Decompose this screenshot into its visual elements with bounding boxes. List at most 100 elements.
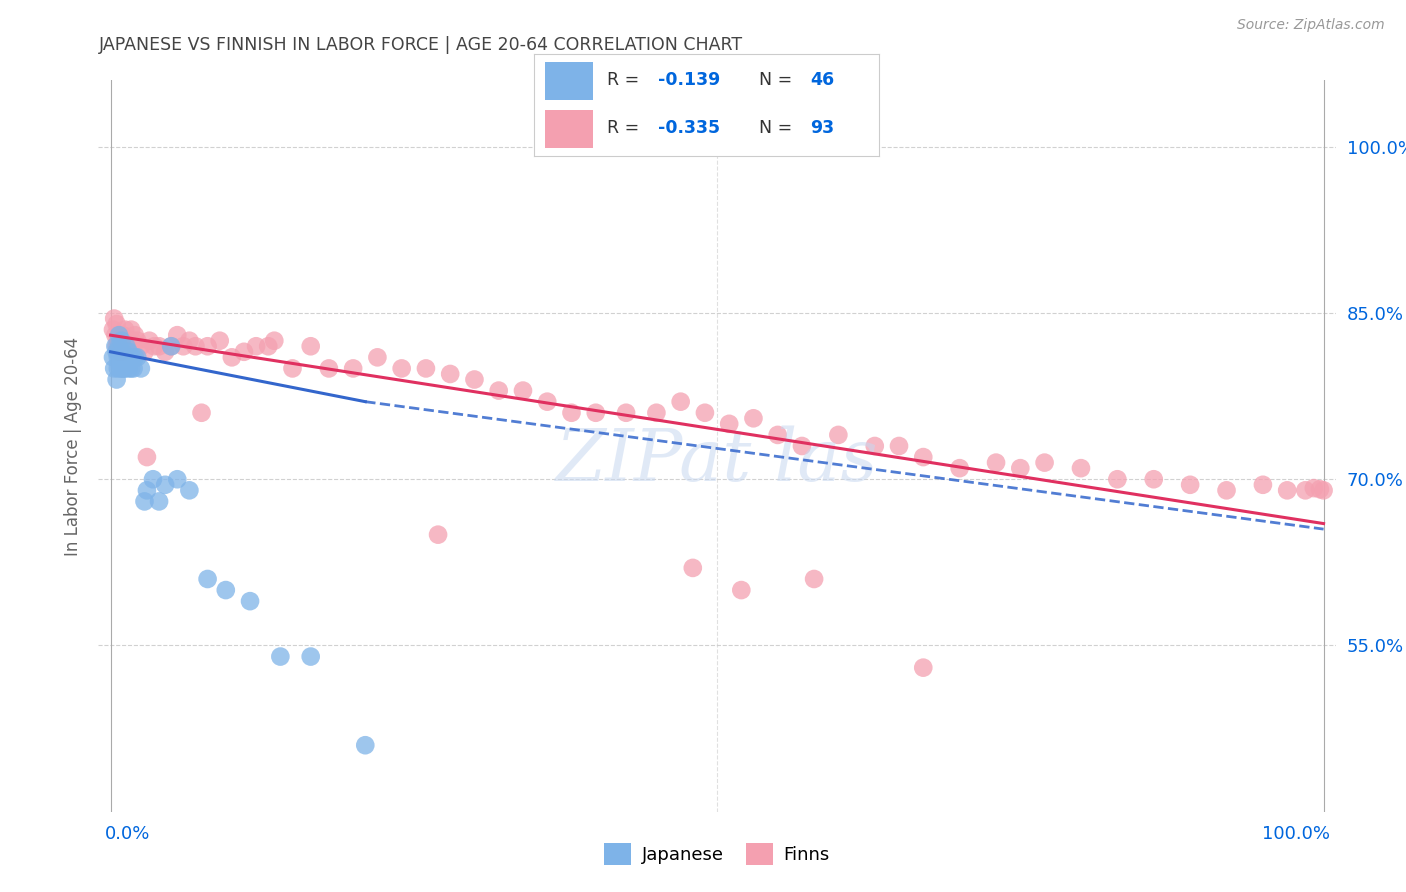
Point: [742, 411, 765, 425]
Point: [166, 328, 188, 343]
Point: [111, 339, 134, 353]
Point: [1302, 481, 1324, 495]
Point: [120, 323, 142, 337]
Text: ZIPat las: ZIPat las: [555, 425, 879, 496]
Point: [1294, 483, 1316, 498]
Point: [118, 361, 141, 376]
Point: [1143, 472, 1166, 486]
Text: 93: 93: [810, 120, 834, 137]
Point: [718, 417, 741, 431]
Point: [179, 334, 201, 348]
Point: [391, 361, 413, 376]
Point: [263, 334, 285, 348]
Point: [693, 406, 716, 420]
Point: [560, 406, 582, 420]
Point: [366, 351, 388, 365]
Point: [110, 351, 132, 365]
Point: [138, 334, 160, 348]
Point: [103, 361, 125, 376]
Point: [585, 406, 607, 420]
Point: [101, 323, 124, 337]
Point: [103, 311, 125, 326]
Point: [1215, 483, 1237, 498]
Point: [107, 351, 129, 365]
FancyBboxPatch shape: [544, 62, 593, 100]
Point: [112, 344, 135, 359]
Point: [121, 334, 143, 348]
Point: [912, 450, 935, 464]
Point: [669, 394, 692, 409]
Point: [118, 334, 141, 348]
Point: [143, 339, 166, 353]
Point: [354, 738, 377, 752]
Point: [148, 494, 170, 508]
Point: [463, 372, 485, 386]
Point: [299, 339, 322, 353]
Point: [197, 339, 219, 353]
Point: [827, 428, 849, 442]
Point: [215, 583, 238, 598]
Point: [536, 394, 558, 409]
Point: [415, 361, 437, 376]
Point: [114, 334, 136, 348]
Text: JAPANESE VS FINNISH IN LABOR FORCE | AGE 20-64 CORRELATION CHART: JAPANESE VS FINNISH IN LABOR FORCE | AGE…: [98, 36, 742, 54]
Point: [172, 339, 194, 353]
Point: [108, 339, 131, 353]
Point: [124, 328, 146, 343]
Point: [1010, 461, 1032, 475]
Point: [239, 594, 262, 608]
Point: [105, 339, 128, 353]
Point: [107, 361, 129, 376]
Point: [208, 334, 231, 348]
Point: [984, 456, 1007, 470]
Point: [110, 328, 132, 343]
Point: [766, 428, 789, 442]
Point: [110, 334, 132, 348]
Point: [160, 339, 183, 353]
Point: [318, 361, 340, 376]
Point: [111, 344, 134, 359]
Point: [121, 351, 143, 365]
Point: [803, 572, 825, 586]
Legend: Japanese, Finns: Japanese, Finns: [598, 836, 837, 872]
Point: [105, 344, 128, 359]
Point: [790, 439, 813, 453]
Point: [682, 561, 704, 575]
Point: [153, 477, 176, 491]
Point: [299, 649, 322, 664]
Point: [110, 351, 132, 365]
Point: [488, 384, 510, 398]
Point: [108, 339, 131, 353]
Text: N =: N =: [748, 120, 797, 137]
Point: [257, 339, 280, 353]
Point: [142, 472, 165, 486]
Point: [112, 334, 135, 348]
Point: [1309, 482, 1331, 496]
Point: [110, 339, 132, 353]
Point: [887, 439, 910, 453]
Point: [949, 461, 972, 475]
Point: [730, 583, 752, 598]
Point: [184, 339, 207, 353]
Point: [269, 649, 291, 664]
Point: [115, 339, 138, 353]
Point: [136, 483, 159, 498]
Point: [153, 344, 176, 359]
Point: [108, 328, 131, 343]
Point: [221, 351, 243, 365]
Point: [108, 328, 131, 343]
Point: [1178, 477, 1201, 491]
Point: [111, 328, 134, 343]
Point: [120, 361, 142, 376]
Text: 100.0%: 100.0%: [1261, 825, 1330, 843]
Text: 46: 46: [810, 71, 834, 89]
Point: [179, 483, 201, 498]
Point: [105, 317, 128, 331]
Point: [281, 361, 304, 376]
Point: [190, 406, 212, 420]
Point: [614, 406, 637, 420]
Point: [1251, 477, 1274, 491]
Point: [114, 351, 136, 365]
Point: [148, 339, 170, 353]
Point: [134, 494, 156, 508]
